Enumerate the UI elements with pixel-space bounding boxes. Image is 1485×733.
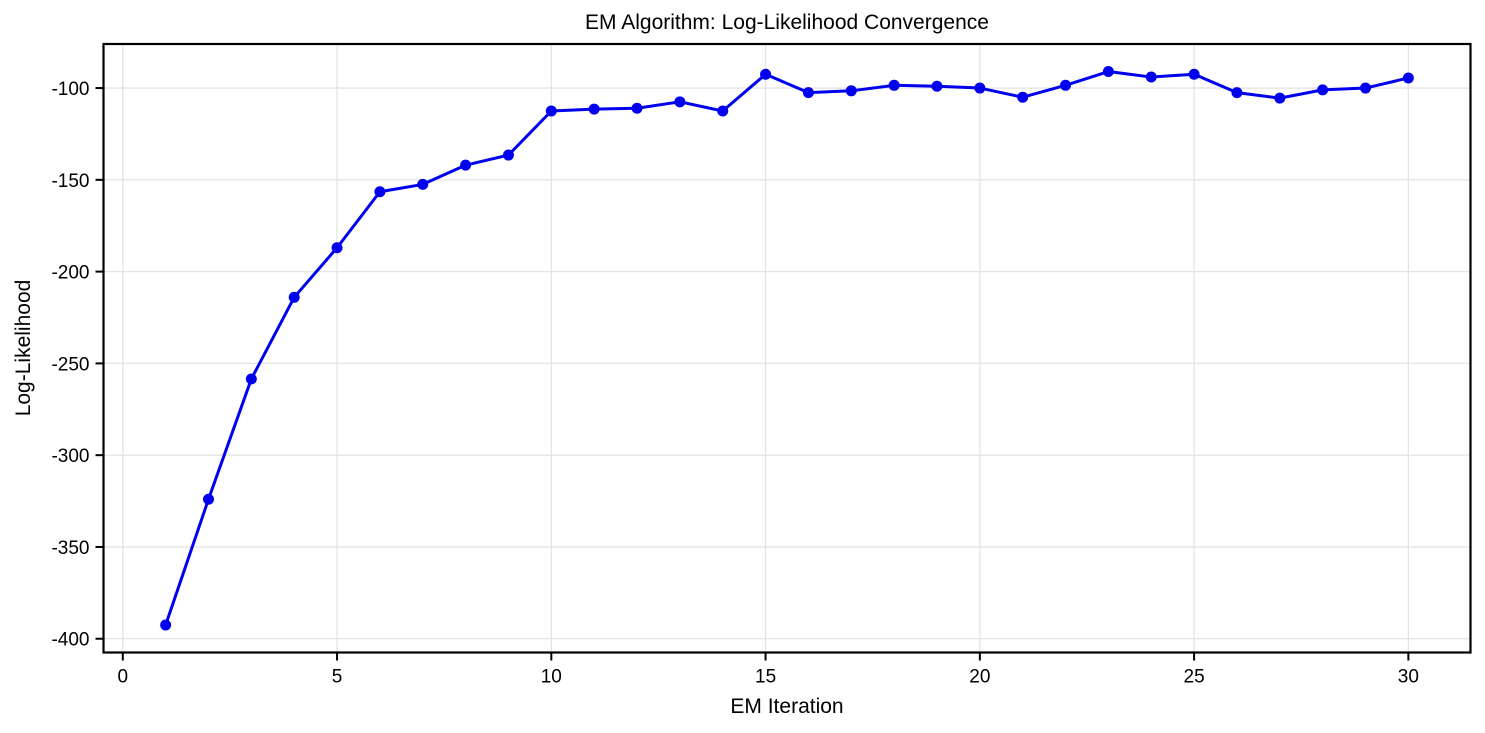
plot-frame: [102, 42, 1472, 654]
data-point-marker: [1360, 82, 1372, 94]
x-tick-label: 30: [1398, 667, 1419, 688]
data-point-marker: [288, 291, 300, 303]
x-tick-label: 5: [332, 667, 343, 688]
series-line: [164, 70, 1410, 627]
data-point-marker: [331, 242, 343, 254]
data-point-marker: [502, 149, 514, 161]
axes: 0 5 10 15 20 25 30 -400 -350 -300 -250 -200 -150 -100: [51, 42, 1472, 688]
data-point-marker: [845, 85, 857, 97]
x-axis-label: EM Iteration: [730, 695, 843, 718]
data-point-marker: [717, 105, 729, 117]
data-point-marker: [245, 373, 257, 385]
data-point-marker: [631, 102, 643, 114]
data-point-marker: [202, 493, 214, 505]
y-tick-label: -200: [51, 263, 89, 284]
data-point-marker: [888, 79, 900, 91]
data-point-marker: [1060, 79, 1072, 91]
line-series: [160, 66, 1414, 631]
data-point-marker: [1274, 92, 1286, 104]
data-point-marker: [460, 159, 472, 171]
data-point-marker: [1102, 66, 1114, 78]
y-tick-label: -400: [51, 630, 89, 651]
data-point-marker: [674, 96, 686, 108]
x-tick-label: 10: [541, 667, 562, 688]
chart-title: EM Algorithm: Log-Likelihood Convergence: [585, 11, 989, 34]
data-point-marker: [1317, 84, 1329, 96]
data-point-marker: [760, 68, 772, 80]
data-point-marker: [1402, 72, 1414, 84]
y-tick-label: -250: [51, 354, 89, 375]
data-point-marker: [974, 82, 986, 94]
data-point-marker: [160, 619, 172, 631]
y-tick-label: -150: [51, 171, 89, 192]
data-point-marker: [1231, 87, 1243, 99]
data-point-marker: [1017, 91, 1029, 103]
data-point-marker: [931, 80, 943, 92]
x-tick-label: 20: [969, 667, 990, 688]
gridlines: [103, 44, 1471, 653]
y-tick-label: -100: [51, 79, 89, 100]
data-point-marker: [802, 87, 814, 99]
data-point-marker: [1145, 71, 1157, 83]
data-point-marker: [374, 186, 386, 198]
data-point-marker: [417, 178, 429, 190]
y-tick-label: -350: [51, 538, 89, 559]
x-tick-label: 15: [755, 667, 776, 688]
y-axis-label: Log-Likelihood: [12, 280, 35, 417]
x-tick-label: 0: [117, 667, 128, 688]
x-tick-label: 25: [1184, 667, 1205, 688]
y-tick-label: -300: [51, 446, 89, 467]
data-point-marker: [1188, 68, 1200, 80]
data-point-marker: [545, 105, 557, 117]
data-point-marker: [588, 103, 600, 115]
